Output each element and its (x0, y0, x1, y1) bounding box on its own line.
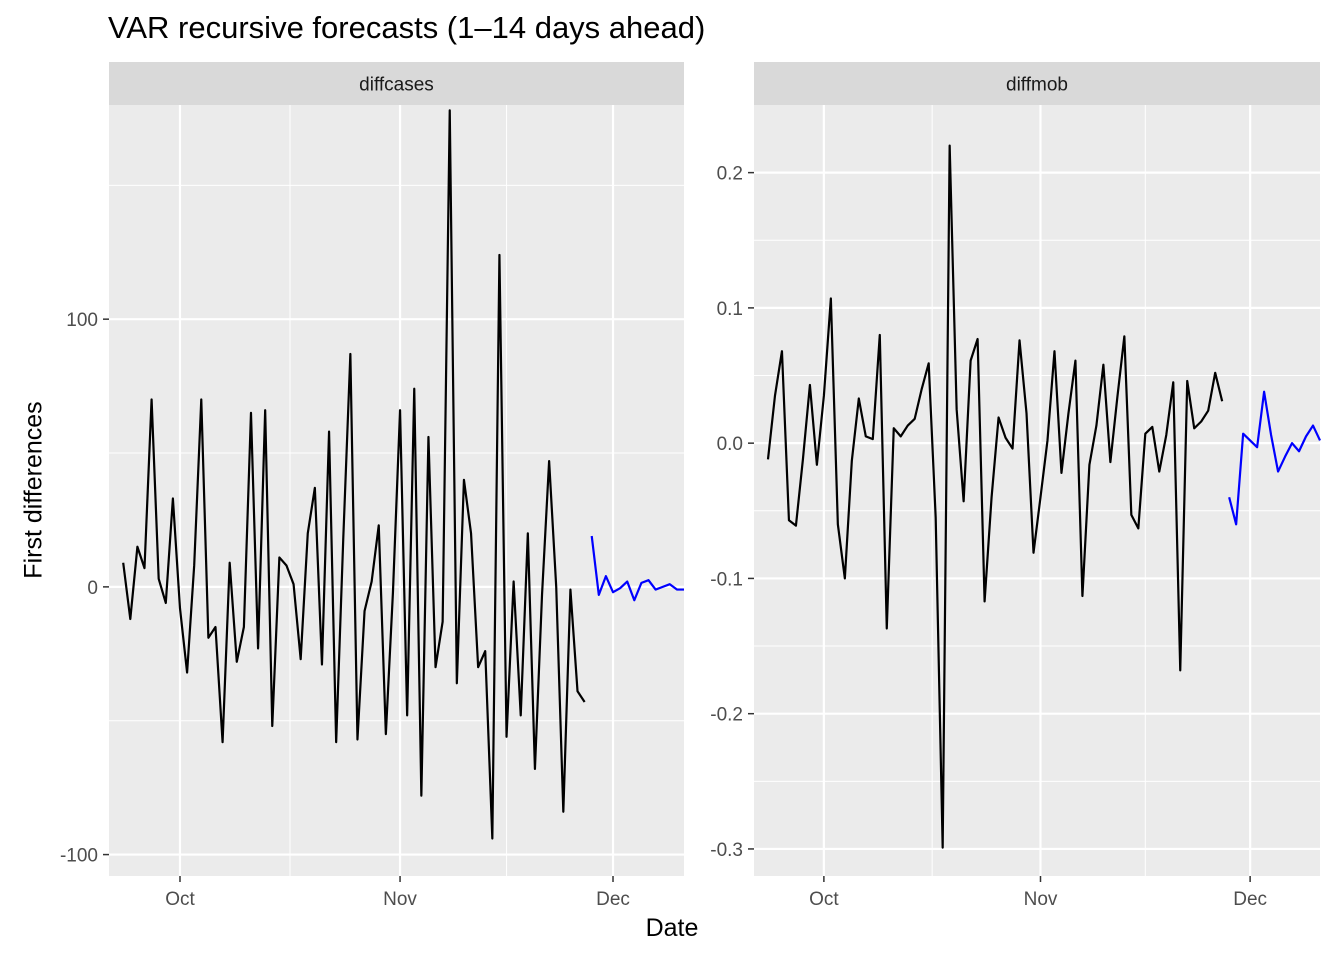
x-tick-label: Nov (383, 889, 417, 910)
facet-strip-label-diffmob: diffmob (1006, 75, 1068, 96)
y-tick-label: -0.3 (710, 840, 743, 861)
y-tick-label: 0 (87, 578, 98, 599)
series-line-observed-diffmob (766, 144, 1224, 849)
y-tick-label: 0.0 (717, 434, 743, 455)
x-tick-label: Oct (165, 889, 195, 910)
x-tick-label: Oct (809, 889, 839, 910)
y-tick-label: 0.1 (717, 299, 743, 320)
x-axis-title: Date (645, 914, 699, 942)
series-line-observed-diffcases (122, 109, 586, 840)
chart-title: VAR recursive forecasts (1–14 days ahead… (108, 10, 706, 45)
facet-strip-diffcases (109, 62, 684, 105)
x-tick-label: Nov (1024, 889, 1058, 910)
series-line-forecast-diffmob (1228, 390, 1321, 526)
y-tick-label: 100 (66, 310, 98, 331)
y-tick-label: 0.2 (717, 164, 743, 185)
y-tick-label: -0.1 (710, 569, 743, 590)
y-tick-label: -100 (60, 846, 98, 867)
x-tick-label: Dec (596, 889, 630, 910)
series-line-forecast-diffcases (590, 535, 684, 602)
y-tick-label: -0.2 (710, 705, 743, 726)
panel-background-diffmob (754, 105, 1320, 876)
facet-strip-diffmob (754, 62, 1320, 105)
x-tick-label: Dec (1233, 889, 1267, 910)
facet-strip-label-diffcases: diffcases (359, 75, 434, 96)
